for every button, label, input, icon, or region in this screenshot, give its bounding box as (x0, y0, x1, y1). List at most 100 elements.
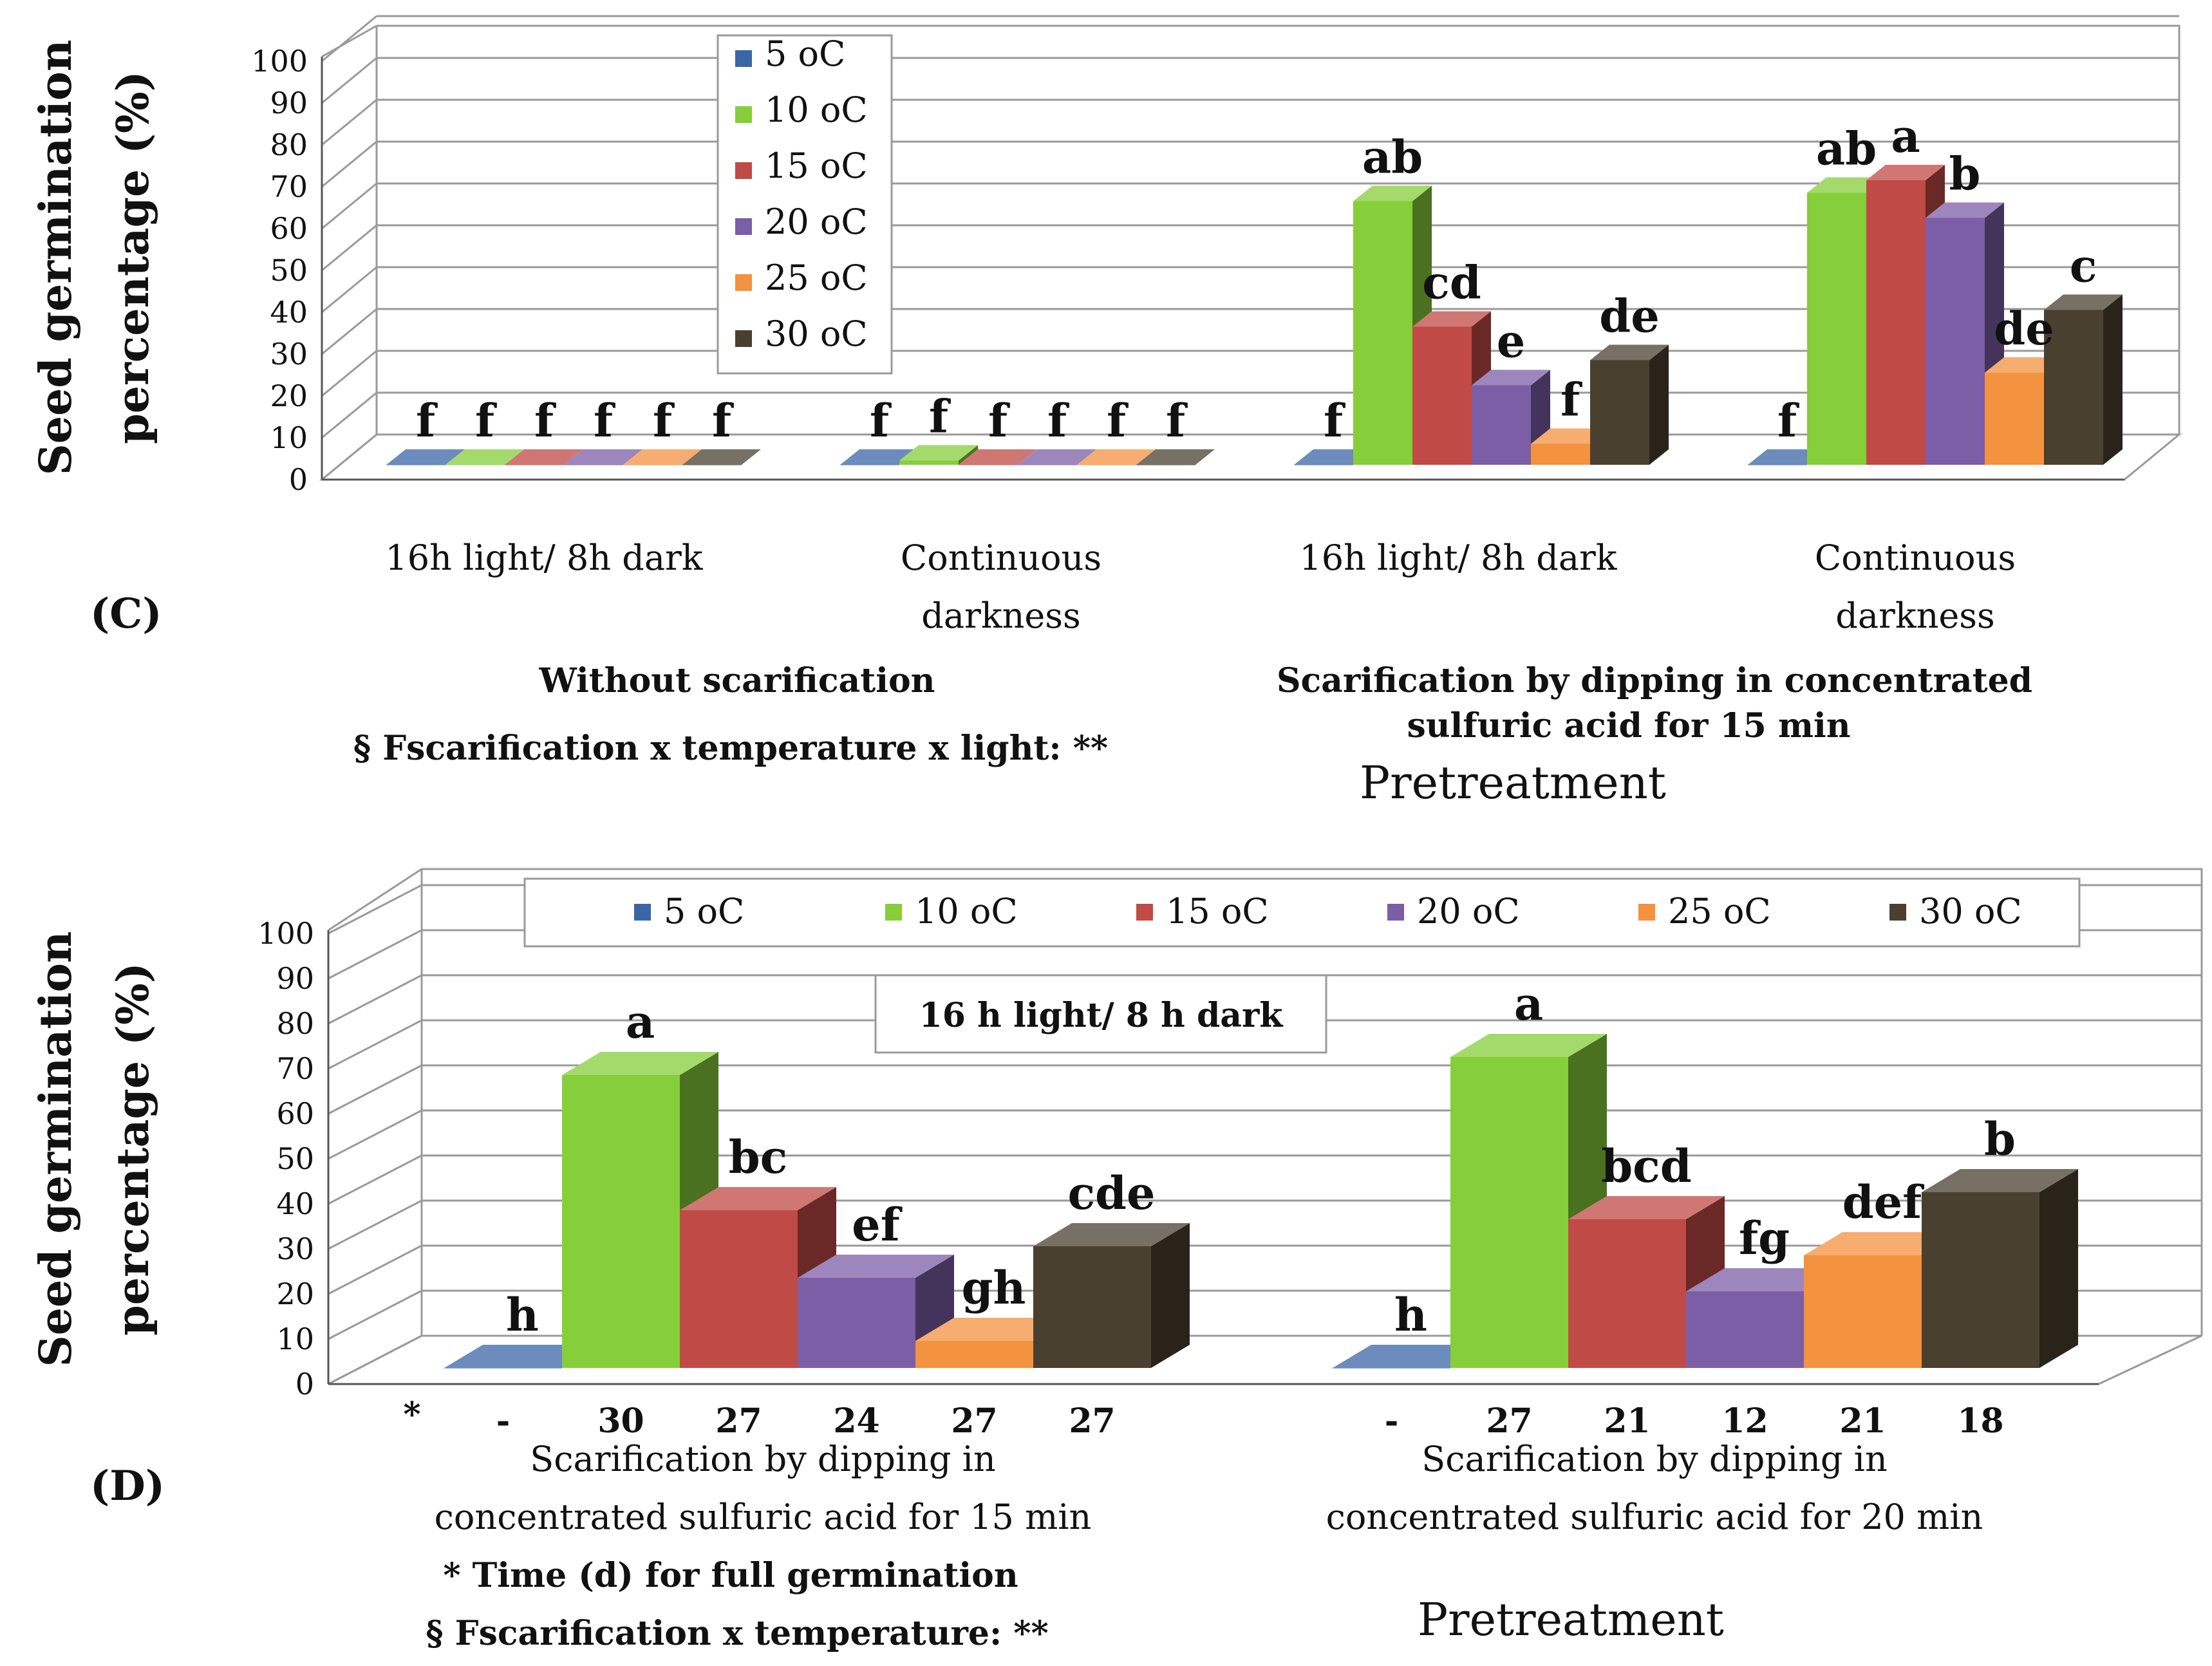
chart-d-days-marker: * (403, 1395, 420, 1434)
chart-c-bar (564, 449, 642, 465)
chart-c-letter: a (1891, 109, 1920, 163)
chart-c-category-1: 16h light/ 8h dark (385, 538, 703, 578)
chart-d-days-value: 27 (951, 1401, 997, 1441)
chart-c-category-4-line2: darkness (1835, 595, 1994, 636)
chart-c-letter: f (1107, 394, 1129, 447)
chart-d-y-tick-label: 100 (258, 916, 314, 951)
chart-c-y-tick-label: 70 (270, 169, 308, 204)
chart-c-letter: cd (1422, 256, 1481, 310)
chart-c-group-left: Without scarification (539, 661, 935, 700)
chart-c-letter: de (1599, 290, 1659, 343)
chart-c-ylabel-line1: Seed germination (30, 40, 82, 476)
chart-c-letter: f (929, 390, 951, 444)
chart-d-legend-label: 30 oC (1919, 891, 2022, 931)
chart-c-y-tick-label: 100 (251, 44, 308, 79)
chart-d-legend-label: 25 oC (1668, 891, 1771, 931)
chart-c-bar (1136, 449, 1215, 465)
chart-c-letter: f (1324, 394, 1345, 447)
chart-c-letter: b (1949, 147, 1981, 201)
chart-c-letter: de (1994, 302, 2054, 355)
chart-c-letter: ab (1816, 122, 1877, 176)
chart-d-y-tick-label: 20 (276, 1277, 314, 1311)
chart-c-letter: f (534, 394, 556, 447)
chart-c-letter: f (475, 394, 497, 447)
chart-c-bar (1077, 449, 1156, 465)
chart-d-days-row: - 30 27 24 27 27 - 27 21 12 21 18 * (403, 1395, 2003, 1441)
chart-d-footnote: * Time (d) for full germination (443, 1556, 1018, 1595)
chart-d-days-value: 21 (1604, 1401, 1650, 1441)
chart-c-legend: 5 oC 10 oC 15 oC 20 oC 25 oC 30 oC (717, 33, 893, 375)
chart-c-x-label: Pretreatment (1360, 756, 1666, 809)
chart-d-legend-label: 10 oC (915, 891, 1018, 931)
legend-swatch (735, 50, 752, 67)
chart-d-days-value: 12 (1721, 1401, 1768, 1441)
chart-c-category-2-line1: Continuous (901, 538, 1101, 578)
chart-c-letter: ab (1362, 131, 1423, 184)
legend-swatch (634, 904, 651, 921)
chart-d-y-label: Seed germination percentage (%) (30, 931, 159, 1367)
legend-swatch (1387, 904, 1404, 921)
chart-d-category-2-line2: concentrated sulfuric acid for 20 min (1326, 1497, 1983, 1537)
chart-d-y-tick-label: 40 (276, 1186, 314, 1221)
chart-c-letter: c (2070, 239, 2097, 293)
chart-d-days-value: 18 (1957, 1401, 2003, 1441)
chart-d-days-value: 27 (1486, 1401, 1532, 1441)
chart-d-days-value: 24 (833, 1401, 879, 1441)
chart-d-category-1-line2: concentrated sulfuric acid for 15 min (435, 1497, 1092, 1537)
legend-swatch (1889, 904, 1906, 921)
chart-d-y-tick-label: 60 (276, 1096, 314, 1131)
chart-c-bar (1590, 344, 1669, 465)
chart-c-legend-label: 15 oC (765, 145, 868, 186)
chart-d-letter: bcd (1601, 1139, 1692, 1193)
chart-c-y-tick-label: 0 (289, 462, 308, 497)
chart-c-y-tick-label: 30 (270, 337, 308, 371)
chart-c-y-tick-label: 40 (270, 295, 308, 330)
chart-c-ylabel-line2: percentage (%) (108, 71, 159, 444)
chart-c-letter: f (653, 394, 675, 447)
chart-d-y-tick-label: 80 (276, 1006, 314, 1041)
chart-c-bar (959, 449, 1037, 465)
chart-d-legend-label: 20 oC (1417, 891, 1520, 931)
chart-d-ylabel-line1: Seed germination (30, 931, 82, 1367)
chart-c-letter: f (712, 394, 734, 447)
legend-swatch (735, 106, 752, 123)
chart-c-legend-label: 25 oC (765, 257, 868, 298)
chart-c-bars (386, 165, 2123, 465)
chart-d-y-tick-label: 70 (276, 1051, 314, 1086)
chart-c-group-right-line2: sulfuric acid for 15 min (1407, 706, 1850, 745)
legend-swatch (735, 274, 752, 291)
chart-d-bar (444, 1345, 601, 1369)
chart-c-legend-label: 5 oC (765, 33, 845, 74)
chart-c-legend-label: 30 oC (765, 314, 868, 354)
chart-c-bar (2044, 294, 2123, 465)
chart-c-y-tick-label: 80 (270, 127, 308, 162)
chart-c-letter: e (1497, 315, 1526, 368)
chart-c-legend-label: 20 oC (765, 201, 868, 242)
chart-c-letter: f (1561, 373, 1582, 427)
chart-c-y-tick-label: 10 (270, 420, 308, 455)
chart-d-letter: a (626, 995, 655, 1049)
chart-c-bar (1018, 449, 1096, 465)
chart-d-letter: gh (962, 1261, 1026, 1315)
chart-d-letter: fg (1739, 1212, 1790, 1265)
legend-swatch (735, 330, 752, 347)
legend-swatch (735, 162, 752, 179)
chart-c-category-4-line1: Continuous (1815, 538, 2016, 578)
legend-swatch (1136, 904, 1153, 921)
chart-d-days-value: 27 (715, 1401, 762, 1441)
chart-c-bar (1748, 449, 1826, 465)
chart-d-bar (1033, 1223, 1190, 1368)
chart-c-group-right-line1: Scarification by dipping in concentrated (1277, 661, 2032, 700)
chart-d-inner-label-box: 16 h light/ 8 h dark (874, 974, 1327, 1054)
chart-c-bar (505, 449, 583, 465)
chart-c-panel-label: (C) (90, 590, 162, 638)
chart-c-letter: f (1777, 394, 1799, 447)
chart-c-letter: f (988, 394, 1010, 447)
chart-d-inner-label: 16 h light/ 8 h dark (919, 996, 1284, 1035)
legend-swatch (1638, 904, 1655, 921)
chart-d-ylabel-line2: percentage (%) (108, 962, 159, 1336)
chart-c-bar (1294, 449, 1373, 465)
chart-c-letter: f (1047, 394, 1069, 447)
